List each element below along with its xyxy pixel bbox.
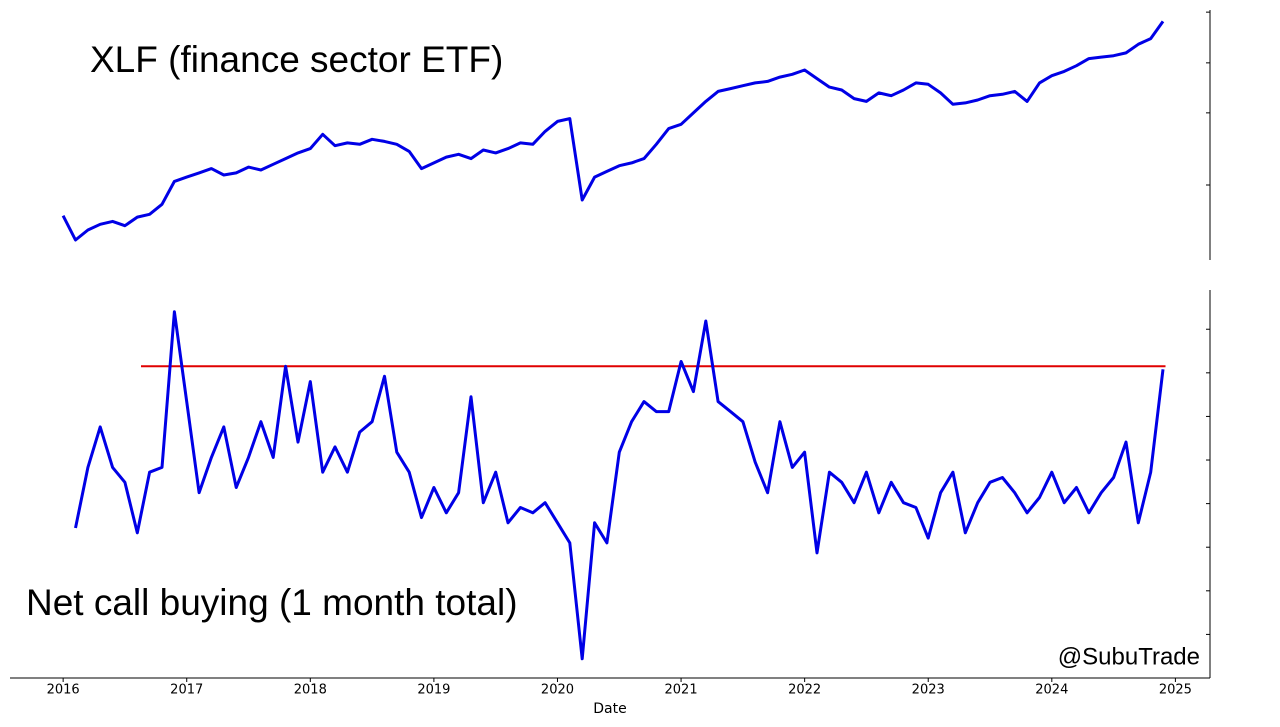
x-tick-label: 2023: [912, 683, 945, 698]
x-tick-label: 2019: [417, 683, 450, 698]
data-line: [61, 20, 1165, 242]
x-tick-label: 2025: [1159, 683, 1192, 698]
x-tick-label: 2020: [541, 683, 574, 698]
x-tick-label: 2021: [665, 683, 698, 698]
data-line: [74, 310, 1165, 661]
watermark: @SubuTrade: [1058, 643, 1200, 670]
x-tick-label: 2024: [1035, 683, 1068, 698]
chart-title: Net call buying (1 month total): [26, 582, 518, 623]
x-tick-label: 2022: [788, 683, 821, 698]
x-axis-label: Date: [593, 701, 626, 717]
x-tick-label: 2016: [47, 683, 80, 698]
x-tick-label: 2017: [170, 683, 203, 698]
chart-title: XLF (finance sector ETF): [90, 39, 503, 80]
x-tick-label: 2018: [294, 683, 327, 698]
